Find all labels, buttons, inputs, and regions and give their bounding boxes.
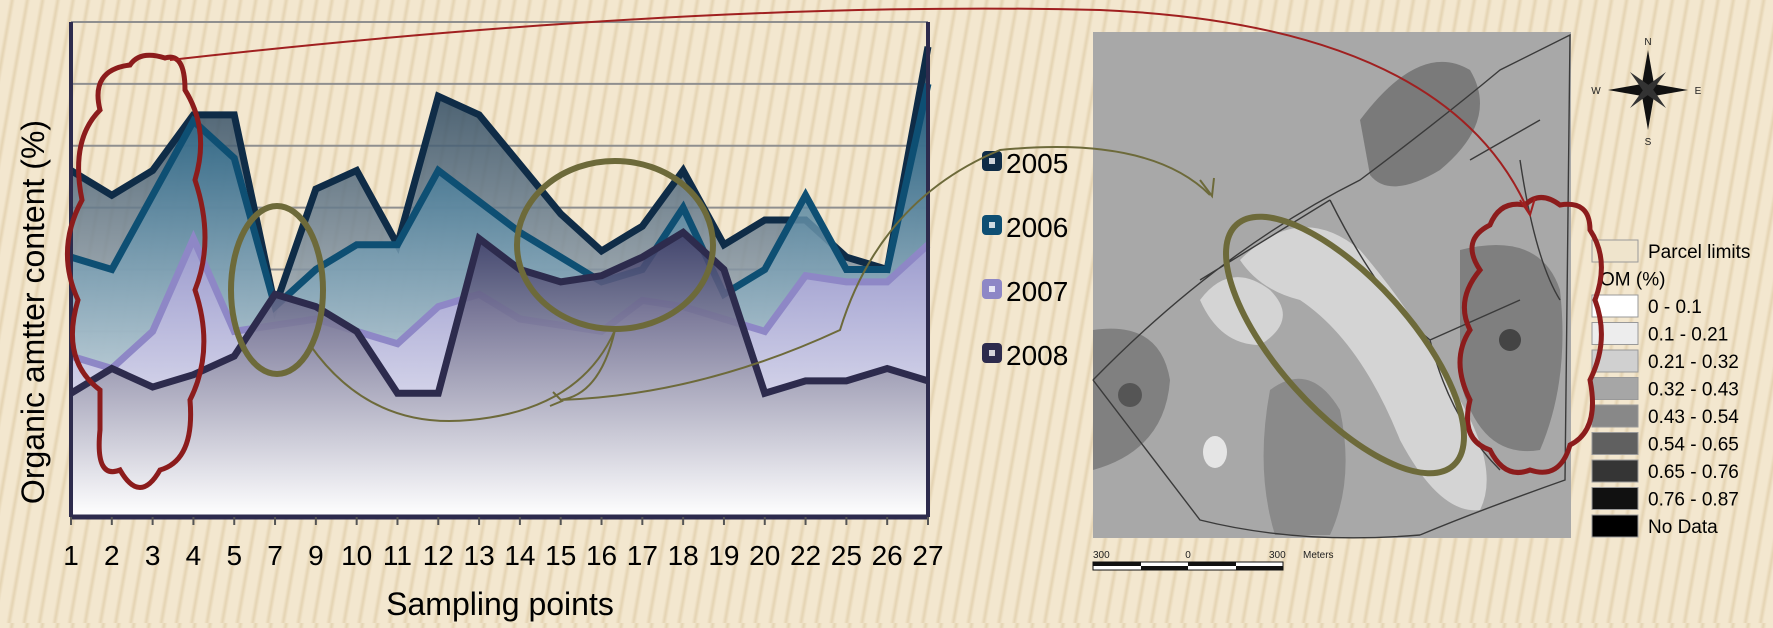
compass-w: W [1591,86,1601,97]
red-arrow-head [1519,197,1536,218]
legend-swatch-dot [989,350,995,356]
x-tick-label: 15 [545,540,576,571]
scale-left: 300 [1093,550,1110,561]
map-legend-swatch [1591,487,1639,510]
map-legend-label: Parcel limits [1648,242,1750,263]
map-spot-east [1499,329,1521,351]
map-legend-swatch [1591,294,1639,318]
olive-ellipse-map [1223,213,1467,477]
x-tick-label: 11 [383,540,412,571]
line-2005 [69,46,932,320]
scale-unit: Meters [1303,550,1334,561]
olive-ellipse-middle [514,158,716,332]
compass-e: E [1695,86,1702,97]
map-legend-swatch [1591,404,1639,428]
legend-swatch-dot [989,158,995,164]
map-legend-label: No Data [1648,517,1718,538]
area-2008 [71,232,928,517]
compass-n: N [1644,37,1651,48]
x-tick-label: 1 [63,540,79,571]
x-tick-label: 9 [308,540,324,571]
map-legend-swatch [1591,239,1639,263]
map-zone-light-band [1240,227,1487,511]
map-legend: Parcel limits OM (%) 0 - 0.1 0.1 - 0.21 0.21… [1591,239,1750,538]
x-tick-label: 5 [226,540,242,571]
x-tick-label: 27 [912,540,943,571]
x-tick-label: 12 [423,540,454,571]
olive-arrow-head [549,177,1215,407]
x-tick-label: 18 [668,540,699,571]
chart-legend: 2005 2006 2007 2008 [982,148,1068,371]
series-areas [69,46,932,517]
organic-matter-map: N S W E 300 0 300 Meters Parcel limits OM… [1092,32,1750,571]
legend-swatch-dot [989,286,995,292]
x-tick-label: 17 [627,540,658,571]
map-spot-center [1203,436,1227,468]
legend-label: 2006 [1006,212,1068,243]
map-legend-label: 0.54 - 0.65 [1648,435,1739,456]
x-tick-label: 22 [790,540,821,571]
map-legend-swatch [1591,349,1639,373]
x-tick-label: 10 [341,540,372,571]
legend-label: 2007 [1006,276,1068,307]
y-axis-title: Organic amtter content (%) [15,120,51,504]
legend-swatch-dot [989,222,995,228]
annotations [64,7,1604,490]
map-legend-label: 0.21 - 0.32 [1648,352,1739,373]
line-2006 [69,83,932,314]
legend-label: 2005 [1006,148,1068,179]
map-spot-west [1118,383,1142,407]
map-legend-swatch [1591,377,1639,400]
x-tick-label: 20 [749,540,780,571]
map-legend-label: OM (%) [1600,270,1665,291]
map-legend-label: 0.43 - 0.54 [1648,407,1739,428]
compass-s: S [1645,137,1652,148]
area-chart: 1 2 3 4 5 7 9 10 11 12 13 14 15 16 17 18 19 20 22 25 26 27 Or… [15,21,944,622]
olive-ellipse-left [228,203,326,377]
map-legend-label: 0.32 - 0.43 [1648,380,1739,401]
map-legend-swatch [1591,432,1639,455]
red-cloud-left [64,52,208,490]
map-legend-label: 0.65 - 0.76 [1648,462,1739,483]
x-tick-label: 26 [872,540,903,571]
map-zone-dark-north [1360,61,1480,187]
line-2008 [69,228,930,398]
x-axis-title: Sampling points [386,586,614,622]
olive-connector [309,146,1211,422]
red-arrow-line [169,7,1531,216]
map-legend-label: 0.1 - 0.21 [1648,325,1728,346]
x-tick-label: 14 [504,540,535,571]
x-tick-label: 7 [267,540,283,571]
map-legend-swatch [1591,459,1639,483]
scale-bar: 300 0 300 Meters [1092,550,1334,571]
map-legend-label: 0.76 - 0.87 [1648,490,1739,511]
x-tick-label: 2 [104,540,120,571]
x-tick-label: 3 [145,540,161,571]
scale-right: 300 [1269,550,1286,561]
x-tick-label: 16 [586,540,617,571]
x-tick-label: 25 [831,540,862,571]
map-legend-swatch [1591,514,1639,538]
x-tick-label: 4 [186,540,202,571]
x-tick-labels: 1 2 3 4 5 7 9 10 11 12 13 14 15 16 17 18 19 20 22 25 26 27 [63,517,944,571]
x-tick-label: 13 [464,540,495,571]
map-legend-label: 0 - 0.1 [1648,297,1702,318]
x-tick-label: 19 [708,540,739,571]
scale-mid: 0 [1185,550,1191,561]
compass-icon: N S W E [1591,37,1701,148]
legend-label: 2008 [1006,340,1068,371]
